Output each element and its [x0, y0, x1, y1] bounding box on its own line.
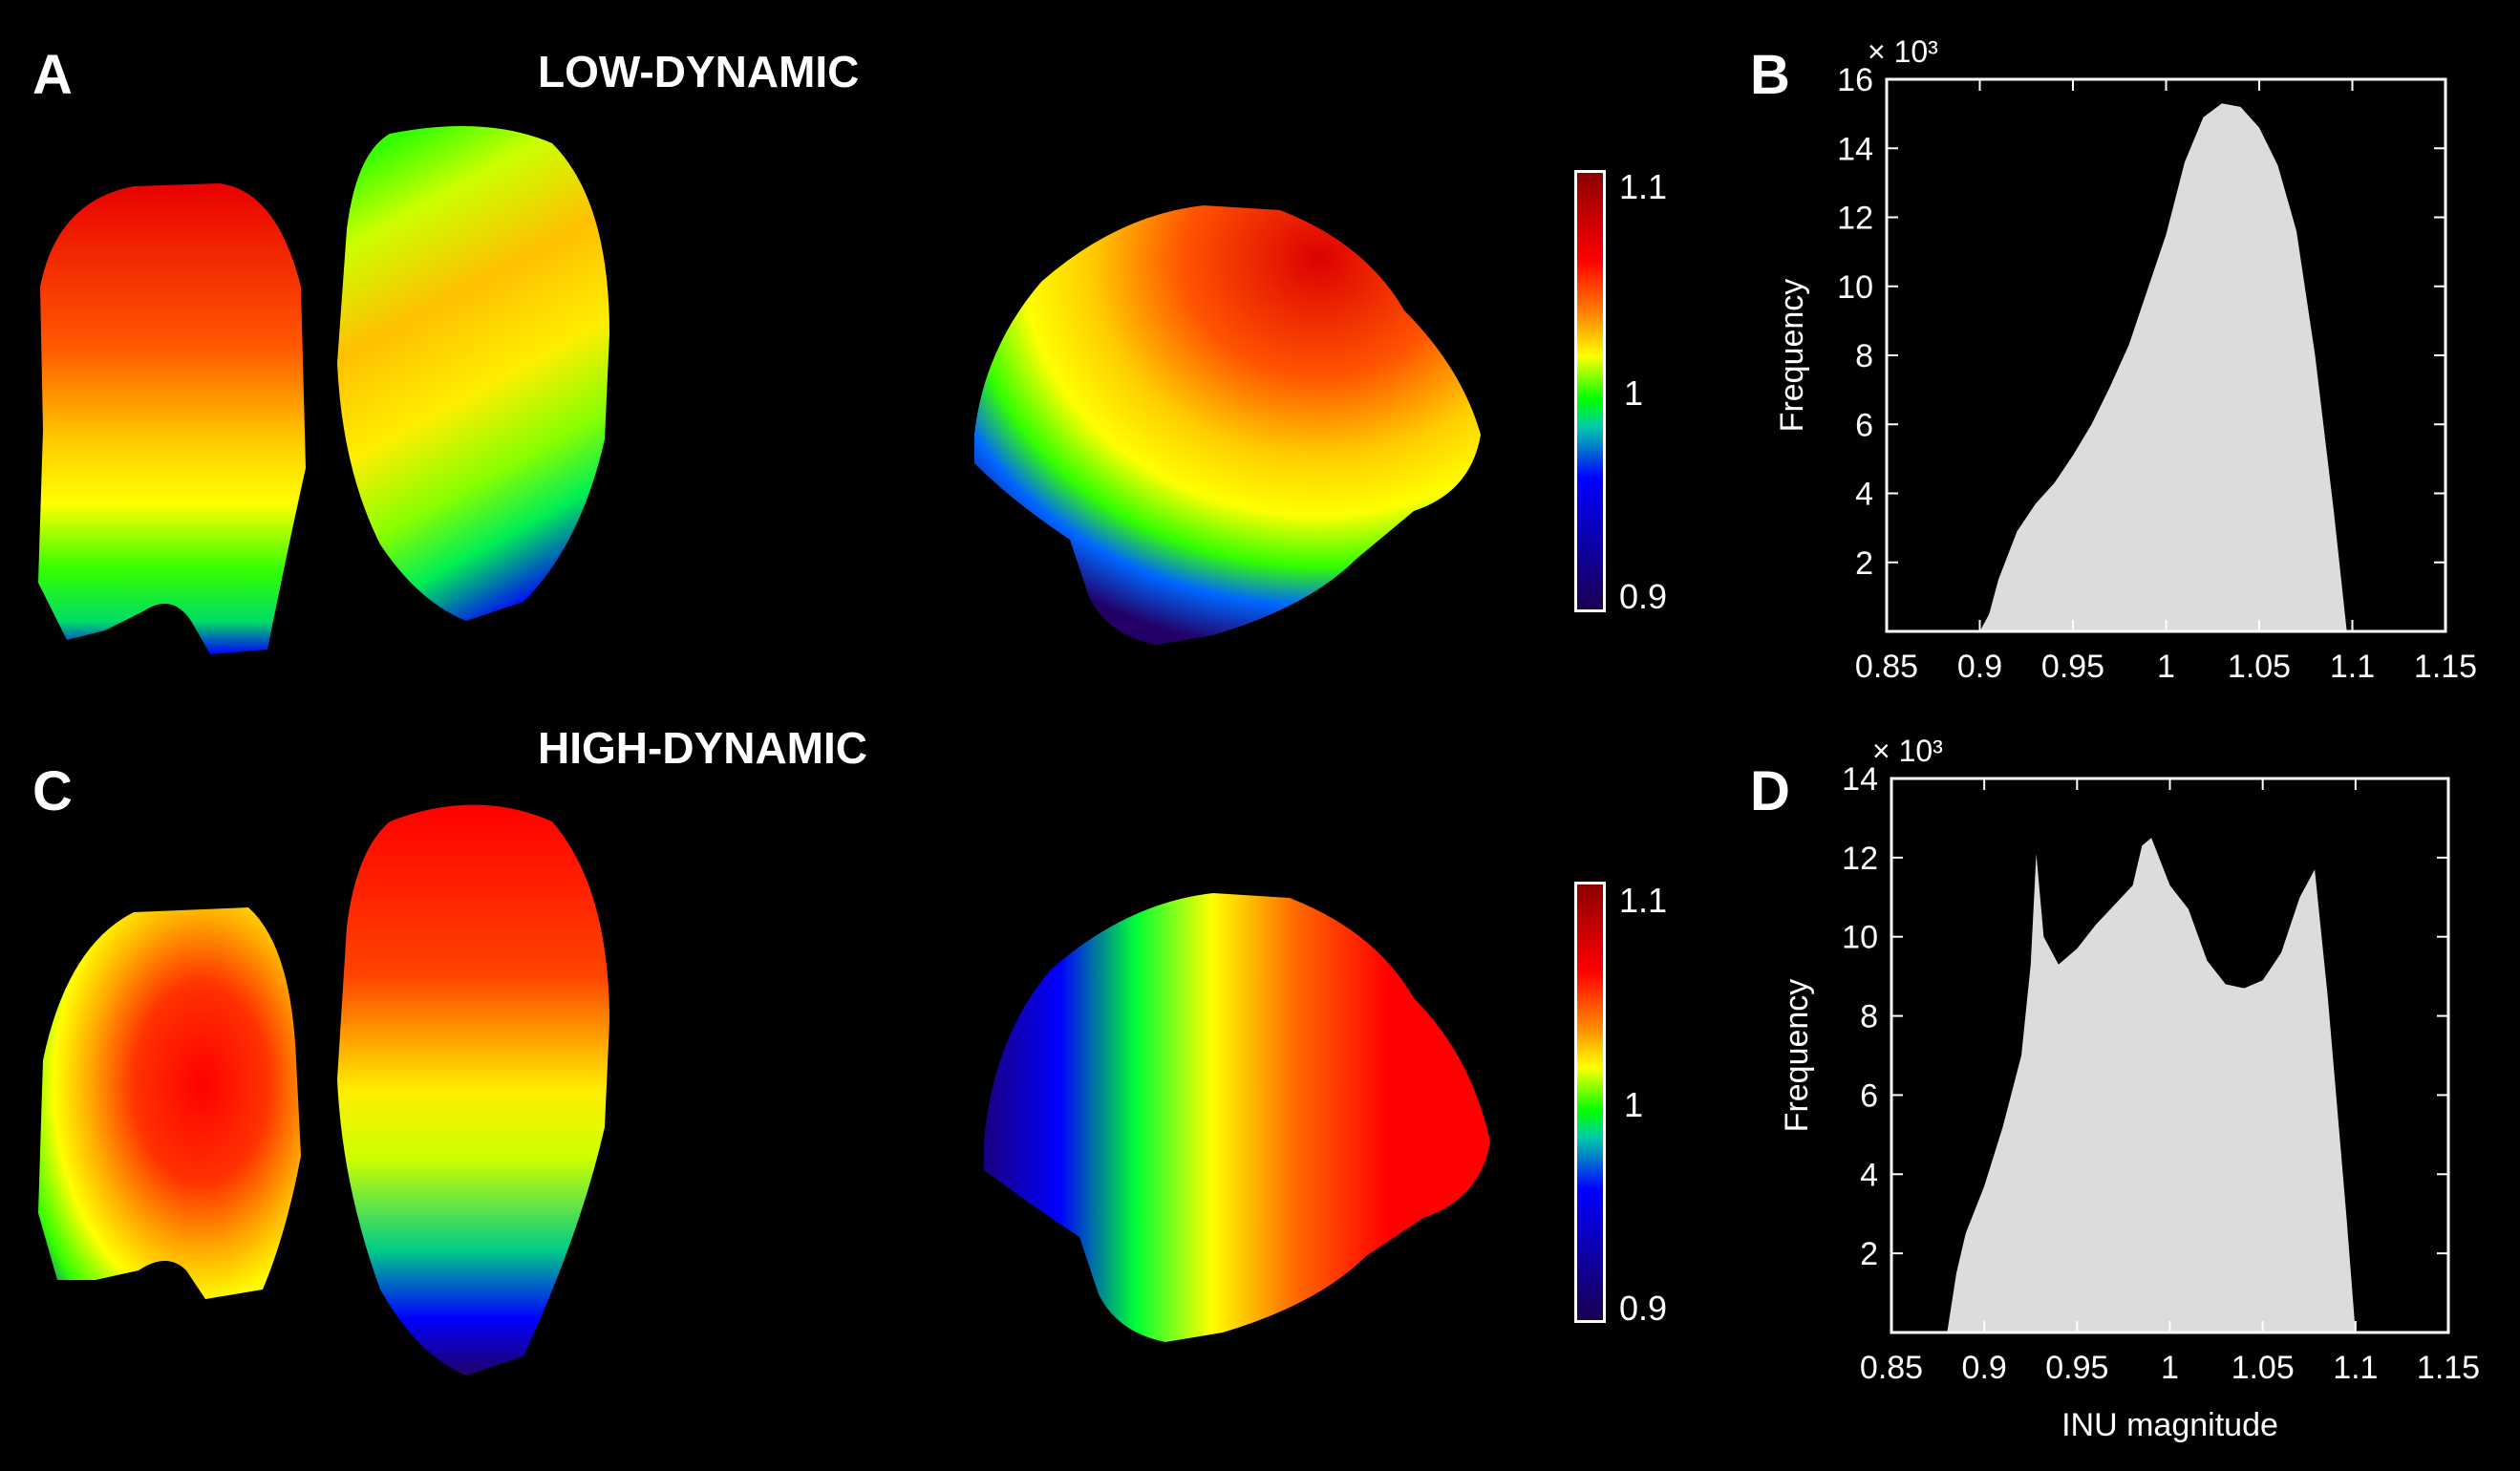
hist-d-ytick-label: 6 [1860, 1077, 1878, 1114]
brain-maps-high-dynamic [38, 804, 1490, 1375]
panel-letter-c: C [32, 760, 73, 822]
panel-letter-b: B [1750, 44, 1790, 106]
hist-b-ytick-label: 12 [1837, 201, 1873, 237]
colorbar-top [1574, 170, 1606, 612]
row-title-high-dynamic: HIGH-DYNAMIC [538, 723, 867, 773]
panel-letter-d: D [1750, 760, 1790, 822]
hist-d-ytick-label: 8 [1860, 999, 1878, 1035]
hist-d-ytick-label: 12 [1842, 841, 1878, 877]
hist-b-xtick-label: 0.95 [2041, 649, 2104, 685]
hist-b-ylabel: Frequency [1774, 279, 1810, 433]
hist-d-ylabel: Frequency [1779, 979, 1815, 1133]
hist-d-xtick-label: 0.85 [1860, 1350, 1923, 1386]
hist-b-xtick-label: 1 [2157, 649, 2175, 685]
hist-d-xtick-label: 1.15 [2417, 1350, 2480, 1386]
row-title-low-dynamic: LOW-DYNAMIC [538, 47, 860, 96]
brain-sagittal-high [984, 893, 1490, 1342]
brain-coronal-high [38, 907, 301, 1299]
hist-d-ytick-label: 2 [1860, 1236, 1878, 1272]
hist-d-xtick-label: 0.9 [1962, 1350, 2007, 1386]
brain-maps-low-dynamic [38, 126, 1481, 654]
brain-axial-high [337, 804, 609, 1375]
hist-d-xtick-label: 0.95 [2045, 1350, 2108, 1386]
hist-b-ytick-label: 16 [1837, 62, 1873, 98]
hist-b-xtick-label: 1.1 [2330, 649, 2375, 685]
colorbar-top-max-label: 1.1 [1619, 167, 1668, 206]
hist-b-xtick-label: 0.9 [1957, 649, 2002, 685]
hist-b-y-multiplier: × 10³ [1868, 34, 1938, 69]
hist-d-ytick-label: 4 [1860, 1157, 1878, 1193]
colorbar-bottom-max-label: 1.1 [1619, 881, 1668, 920]
hist-b-ytick-label: 2 [1855, 545, 1873, 582]
colorbar-top-mid-label: 1 [1624, 373, 1644, 413]
hist-b-ytick-label: 8 [1855, 338, 1873, 374]
brain-axial-low [337, 126, 609, 621]
hist-d-y-multiplier: × 10³ [1872, 734, 1943, 768]
colorbar-bottom [1574, 882, 1606, 1323]
hist-d-ytick-label: 14 [1842, 761, 1878, 798]
hist-d-ytick-label: 10 [1842, 920, 1878, 956]
colorbar-bottom-mid-label: 1 [1624, 1085, 1644, 1124]
hist-d-bars [1947, 838, 2356, 1332]
hist-d-xlabel: INU magnitude [2061, 1407, 2278, 1443]
hist-b-xtick-label: 0.85 [1855, 649, 1918, 685]
brain-coronal-low [38, 183, 306, 654]
colorbar-bottom-min-label: 0.9 [1619, 1289, 1668, 1328]
hist-b-ytick-label: 14 [1837, 131, 1873, 167]
brain-sagittal-low [974, 205, 1481, 645]
panel-letter-a: A [32, 44, 73, 106]
colorbar-top-min-label: 0.9 [1619, 577, 1668, 616]
hist-b-xtick-label: 1.15 [2414, 649, 2477, 685]
hist-d-xtick-label: 1.1 [2333, 1350, 2378, 1386]
hist-b-ytick-label: 4 [1855, 477, 1873, 513]
hist-b-bars [1979, 103, 2347, 632]
hist-b-ytick-label: 10 [1837, 269, 1873, 306]
hist-d-xtick-label: 1.05 [2232, 1350, 2295, 1386]
hist-d-xtick-label: 1 [2161, 1350, 2179, 1386]
hist-b-xtick-label: 1.05 [2228, 649, 2291, 685]
hist-b-ytick-label: 6 [1855, 407, 1873, 443]
